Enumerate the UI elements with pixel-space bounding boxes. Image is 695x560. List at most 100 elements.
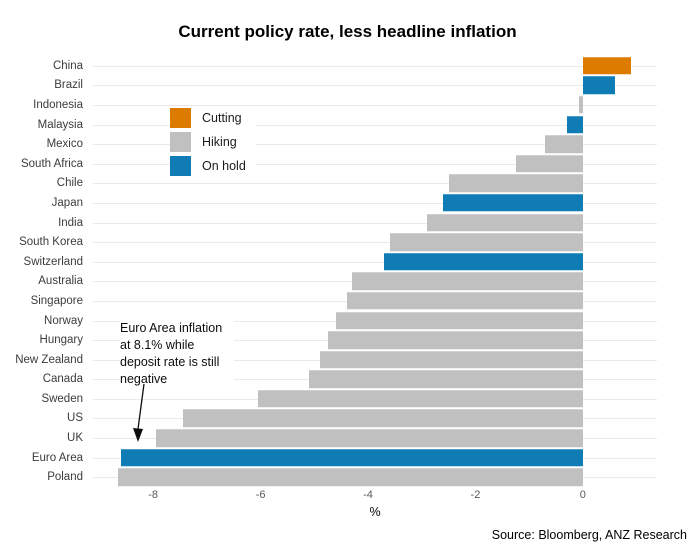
category-label: Japan: [51, 196, 83, 209]
table-row: Euro Area: [0, 448, 695, 468]
legend: Cutting Hiking On hold: [170, 108, 256, 180]
bar-australia: [351, 272, 583, 291]
x-tick-label: -4: [363, 489, 373, 501]
legend-label: On hold: [202, 159, 246, 173]
bar-canada: [308, 370, 583, 389]
x-tick-label: -8: [148, 489, 159, 501]
legend-label: Cutting: [202, 111, 242, 125]
row-plot: [93, 115, 657, 135]
gridline: [93, 65, 657, 67]
bar-us: [182, 409, 583, 428]
annotation-callout: Euro Area inflation at 8.1% while deposi…: [120, 320, 234, 388]
bar-poland: [118, 468, 583, 487]
row-plot: [93, 428, 657, 448]
table-row: Hungary: [0, 330, 695, 350]
row-plot: [93, 213, 657, 233]
legend-swatch-icon: [170, 108, 191, 128]
category-label: Euro Area: [31, 451, 83, 464]
row-plot: [93, 193, 657, 213]
category-label: UK: [67, 432, 83, 445]
gridline: [93, 163, 657, 165]
category-label: South Korea: [19, 236, 83, 249]
row-plot: [93, 174, 657, 194]
row-plot: [93, 154, 657, 174]
category-label: Poland: [47, 471, 83, 484]
category-label: Switzerland: [23, 255, 83, 268]
row-plot: [93, 389, 657, 409]
legend-swatch-icon: [170, 132, 191, 152]
gridline: [93, 222, 657, 224]
category-label: China: [52, 59, 83, 72]
category-label: Singapore: [30, 294, 83, 307]
category-label: US: [67, 412, 83, 425]
category-label: Hungary: [39, 334, 83, 347]
gridline: [93, 242, 657, 244]
x-axis-label: %: [369, 505, 381, 519]
row-plot: [93, 76, 657, 96]
category-label: Chile: [56, 177, 83, 190]
table-row: Mexico: [0, 134, 695, 154]
bar-south-korea: [389, 233, 583, 251]
table-row: China: [0, 56, 695, 76]
table-row: Brazil: [0, 76, 695, 96]
row-plot: [93, 272, 657, 292]
bar-indonesia: [579, 96, 583, 114]
table-row: Japan: [0, 193, 695, 213]
table-row: Australia: [0, 272, 695, 292]
category-label: Mexico: [46, 138, 83, 151]
category-label: Malaysia: [37, 118, 83, 131]
table-row: South Korea: [0, 232, 695, 252]
table-row: Norway: [0, 311, 695, 331]
row-plot: [93, 95, 657, 115]
bar-mexico: [545, 135, 583, 153]
gridline: [93, 202, 657, 204]
category-label: New Zealand: [15, 353, 83, 366]
x-tick-label: -6: [255, 489, 266, 501]
category-label: Indonesia: [33, 98, 83, 111]
bar-norway: [335, 311, 583, 330]
chart-title: Current policy rate, less headline infla…: [178, 22, 517, 41]
bar-euro-area: [120, 448, 583, 467]
bar-sweden: [257, 390, 583, 408]
row-plot: [93, 56, 657, 76]
x-tick-label: 0: [579, 489, 586, 501]
bar-singapore: [346, 292, 583, 310]
bar-chile: [448, 174, 583, 193]
bar-china: [582, 57, 632, 75]
category-label: Australia: [38, 275, 83, 288]
bar-malaysia: [566, 115, 583, 134]
row-plot: [93, 134, 657, 154]
x-tick-label: -2: [470, 489, 481, 501]
row-plot: [93, 291, 657, 311]
category-label: Norway: [44, 314, 83, 327]
gridline: [93, 183, 657, 185]
row-plot: [93, 311, 657, 331]
bar-hungary: [327, 331, 583, 349]
plot-area: China Brazil Indonesia Malaysia Mexico South …: [0, 56, 695, 487]
category-label: Canada: [42, 373, 83, 386]
category-label: Brazil: [54, 79, 83, 92]
bar-uk: [155, 429, 583, 447]
gridline: [93, 85, 657, 87]
row-plot: [93, 467, 657, 487]
row-plot: [93, 350, 657, 370]
row-plot: [93, 370, 657, 390]
x-axis: -8 -6 -4 -2 0: [93, 489, 657, 503]
table-row: India: [0, 213, 695, 233]
annotation-arrow-icon: [133, 383, 145, 442]
row-plot: [93, 448, 657, 468]
row-plot: [93, 232, 657, 252]
bar-japan: [443, 194, 583, 212]
source-credit: Source: Bloomberg, ANZ Research: [491, 528, 687, 542]
row-plot: [93, 409, 657, 429]
row-plot: [93, 330, 657, 350]
row-plot: [93, 252, 657, 272]
bar-india: [427, 213, 583, 232]
bar-south-africa: [515, 155, 583, 173]
table-row: South Africa: [0, 154, 695, 174]
gridline: [93, 144, 657, 146]
annotation-text: Euro Area inflation at 8.1% while deposi…: [120, 321, 223, 386]
bar-new-zealand: [319, 350, 583, 369]
bar-brazil: [582, 76, 616, 95]
